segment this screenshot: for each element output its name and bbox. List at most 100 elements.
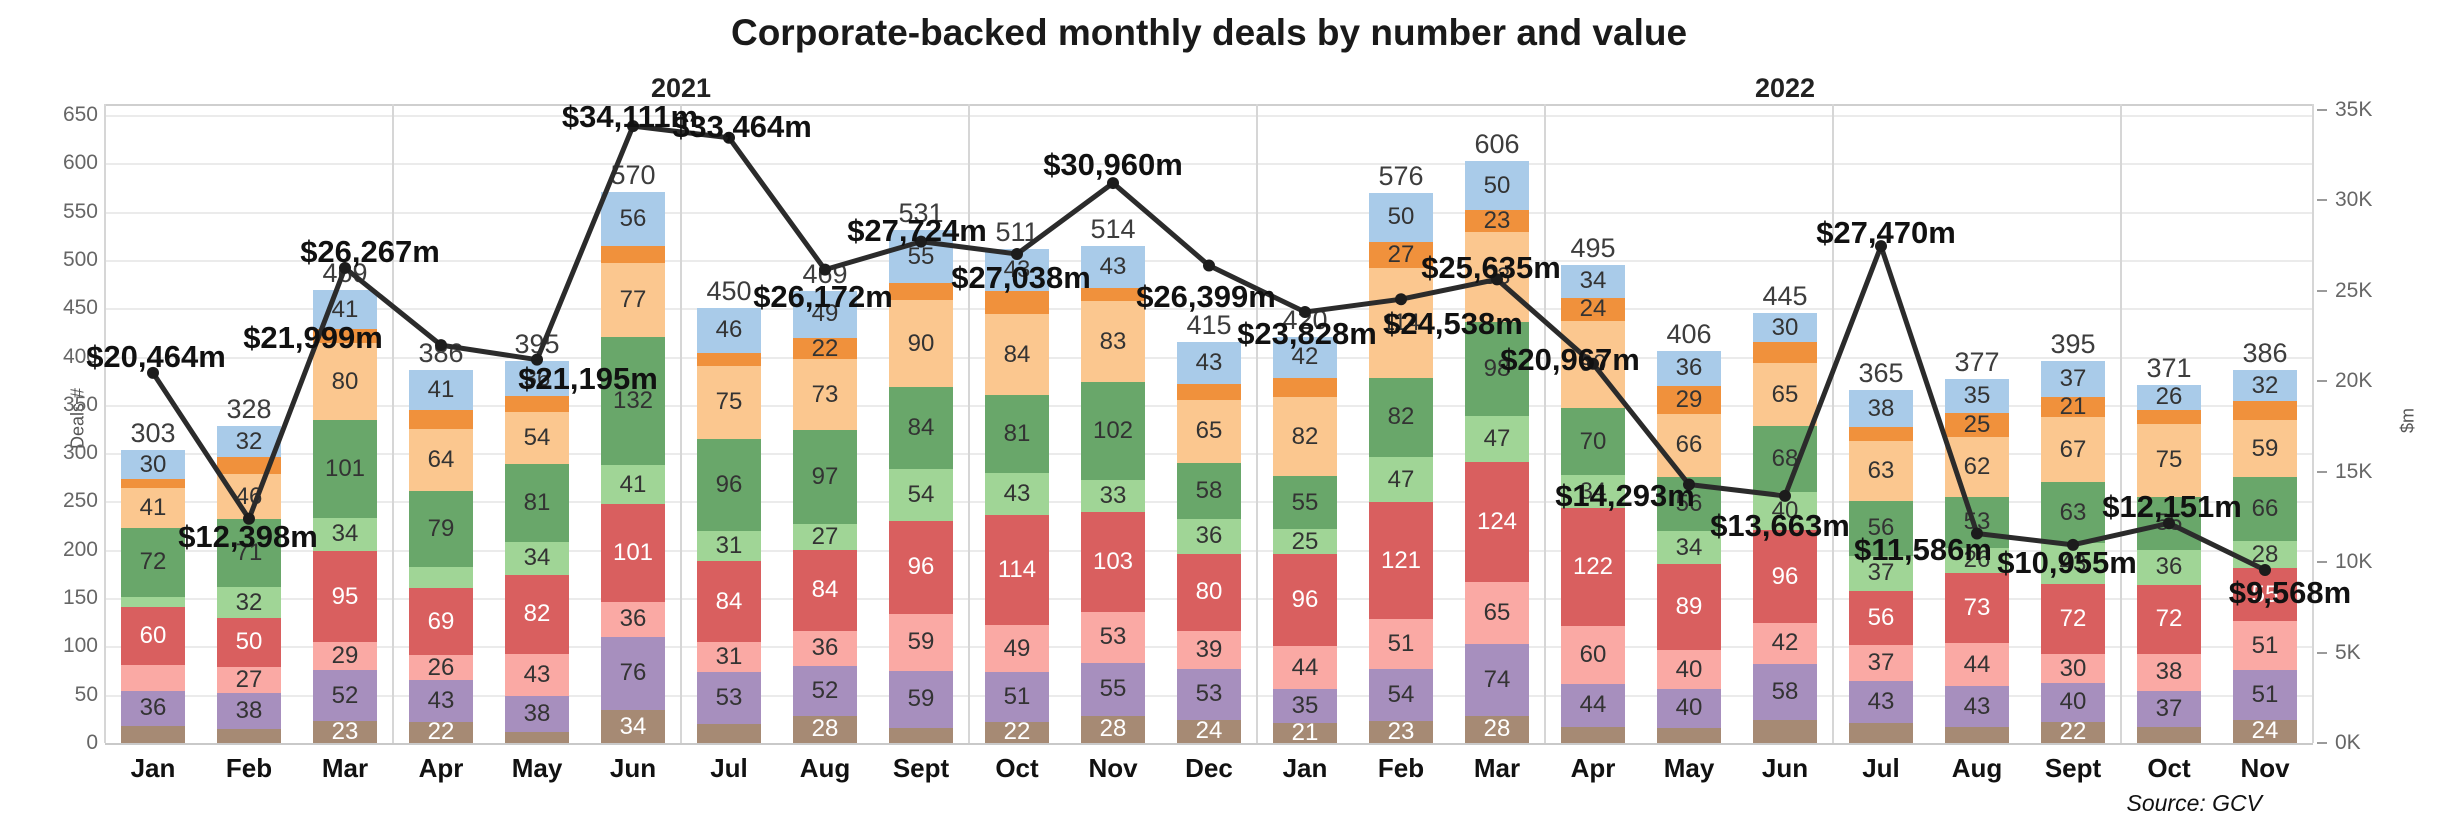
bar-segment-2021-oct-green[interactable]: 81: [985, 395, 1049, 474]
bar-segment-2022-may-purple[interactable]: 40: [1657, 688, 1721, 728]
bar-segment-2021-aug-blue[interactable]: 49: [793, 290, 857, 339]
bar-segment-2021-mar-green[interactable]: 101: [313, 420, 377, 518]
line-point-2021-feb[interactable]: [243, 512, 255, 525]
bar-segment-2022-feb-brown[interactable]: 23: [1369, 719, 1433, 743]
bar-segment-2022-may-light-green[interactable]: 34: [1657, 531, 1721, 565]
bar-segment-2021-dec-light-orange[interactable]: 65: [1177, 399, 1241, 463]
bar-segment-2022-mar-purple[interactable]: 74: [1465, 644, 1529, 716]
bar-segment-2021-jul-pink[interactable]: 31: [697, 642, 761, 673]
bar-segment-2022-oct-red[interactable]: 72: [2137, 584, 2201, 655]
line-point-2022-sept[interactable]: [2067, 538, 2079, 551]
bar-segment-2022-mar-brown[interactable]: 28: [1465, 715, 1529, 743]
bar-segment-2022-sept-blue[interactable]: 37: [2041, 361, 2105, 398]
bar-segment-2022-nov-dark-orange[interactable]: [2233, 400, 2297, 421]
bar-segment-2022-may-brown[interactable]: [1657, 727, 1721, 743]
bar-segment-2022-may-light-orange[interactable]: 66: [1657, 413, 1721, 478]
bar-segment-2021-jan-red[interactable]: 60: [121, 606, 185, 665]
bar-segment-2021-sept-brown[interactable]: [889, 727, 953, 743]
bar-segment-2021-jul-blue[interactable]: 46: [697, 308, 761, 353]
bar-segment-2022-sept-red[interactable]: 72: [2041, 584, 2105, 655]
bar-segment-2021-aug-green[interactable]: 97: [793, 429, 857, 524]
bar-segment-2022-mar-blue[interactable]: 50: [1465, 161, 1529, 210]
bar-segment-2022-feb-purple[interactable]: 54: [1369, 668, 1433, 721]
bar-segment-2021-dec-purple[interactable]: 53: [1177, 668, 1241, 720]
bar-segment-2022-may-pink[interactable]: 40: [1657, 650, 1721, 689]
bar-segment-2022-sept-light-orange[interactable]: 67: [2041, 417, 2105, 483]
bar-segment-2021-feb-red[interactable]: 50: [217, 618, 281, 667]
bar-segment-2021-may-light-green[interactable]: 34: [505, 542, 569, 575]
bar-segment-2021-jul-brown[interactable]: [697, 723, 761, 743]
bar-segment-2022-feb-dark-orange[interactable]: 27: [1369, 241, 1433, 268]
bar-segment-2022-jan-light-orange[interactable]: 82: [1273, 397, 1337, 477]
bar-segment-2021-feb-blue[interactable]: 32: [217, 426, 281, 457]
bar-segment-2022-nov-light-green[interactable]: 28: [2233, 541, 2297, 569]
bar-segment-2021-dec-dark-orange[interactable]: [1177, 383, 1241, 400]
bar-segment-2022-jul-light-green[interactable]: 37: [1849, 555, 1913, 592]
bar-segment-2021-dec-blue[interactable]: 43: [1177, 342, 1241, 384]
bar-segment-2022-jan-red[interactable]: 96: [1273, 553, 1337, 647]
bar-segment-2022-apr-green[interactable]: 70: [1561, 407, 1625, 476]
bar-segment-2021-oct-dark-orange[interactable]: [985, 290, 1049, 314]
bar-segment-2022-jan-pink[interactable]: 44: [1273, 646, 1337, 689]
bar-segment-2022-aug-pink[interactable]: 44: [1945, 643, 2009, 686]
bar-segment-2022-jun-blue[interactable]: 30: [1753, 313, 1817, 343]
bar-segment-2022-mar-pink[interactable]: 65: [1465, 581, 1529, 645]
bar-segment-2021-mar-light-green[interactable]: 34: [313, 517, 377, 551]
bar-segment-2022-oct-pink[interactable]: 38: [2137, 654, 2201, 691]
bar-segment-2021-may-pink[interactable]: 43: [505, 654, 569, 696]
bar-segment-2021-aug-dark-orange[interactable]: 22: [793, 336, 857, 360]
line-point-2021-aug[interactable]: [819, 263, 831, 276]
bar-segment-2022-aug-blue[interactable]: 35: [1945, 378, 2009, 413]
bar-segment-2021-sept-pink[interactable]: 59: [889, 613, 953, 671]
bar-segment-2021-oct-light-green[interactable]: 43: [985, 473, 1049, 515]
bar-segment-2022-jun-purple[interactable]: 58: [1753, 663, 1817, 720]
bar-segment-2021-feb-green[interactable]: 71: [217, 518, 281, 588]
bar-segment-2022-apr-brown[interactable]: [1561, 726, 1625, 743]
bar-segment-2022-sept-dark-orange[interactable]: 21: [2041, 395, 2105, 419]
bar-segment-2021-dec-light-green[interactable]: 36: [1177, 518, 1241, 554]
bar-segment-2021-nov-blue[interactable]: 43: [1081, 246, 1145, 288]
bar-segment-2022-feb-blue[interactable]: 50: [1369, 193, 1433, 242]
line-point-2021-mar[interactable]: [339, 261, 351, 274]
bar-segment-2022-jul-green[interactable]: 56: [1849, 501, 1913, 556]
line-point-2022-apr[interactable]: [1587, 357, 1599, 370]
line-point-2021-oct[interactable]: [1011, 247, 1023, 260]
bar-segment-2021-aug-light-orange[interactable]: 73: [793, 359, 857, 430]
bar-segment-2022-apr-red[interactable]: 122: [1561, 508, 1625, 627]
bar-segment-2022-nov-purple[interactable]: 51: [2233, 670, 2297, 720]
bar-segment-2022-oct-light-orange[interactable]: 75: [2137, 424, 2201, 497]
bar-segment-2021-oct-pink[interactable]: 49: [985, 625, 1049, 673]
bar-segment-2021-apr-red[interactable]: 69: [409, 588, 473, 656]
bar-segment-2022-oct-blue[interactable]: 26: [2137, 384, 2201, 410]
bar-segment-2021-sept-light-green[interactable]: 54: [889, 468, 953, 521]
bar-segment-2022-jan-purple[interactable]: 35: [1273, 688, 1337, 723]
bar-segment-2021-may-red[interactable]: 82: [505, 574, 569, 655]
line-point-2022-may[interactable]: [1683, 478, 1695, 491]
line-point-2021-apr[interactable]: [435, 339, 447, 352]
bar-segment-2022-apr-purple[interactable]: 44: [1561, 684, 1625, 727]
bar-segment-2022-jan-blue[interactable]: 42: [1273, 337, 1337, 378]
bar-segment-2021-dec-brown[interactable]: 24: [1177, 719, 1241, 743]
bar-segment-2022-nov-pink[interactable]: 51: [2233, 621, 2297, 671]
bar-segment-2022-nov-green[interactable]: 66: [2233, 477, 2297, 542]
bar-segment-2021-apr-light-green[interactable]: [409, 567, 473, 589]
bar-segment-2022-jan-green[interactable]: 55: [1273, 476, 1337, 530]
bar-segment-2022-jul-brown[interactable]: [1849, 722, 1913, 743]
bar-segment-2022-jun-light-orange[interactable]: 65: [1753, 363, 1817, 427]
bar-segment-2022-nov-blue[interactable]: 32: [2233, 370, 2297, 401]
bar-segment-2021-feb-pink[interactable]: 27: [217, 666, 281, 693]
bar-segment-2021-jan-green[interactable]: 72: [121, 527, 185, 598]
bar-segment-2022-jul-purple[interactable]: 43: [1849, 681, 1913, 723]
bar-segment-2021-nov-red[interactable]: 103: [1081, 512, 1145, 612]
bar-segment-2021-oct-purple[interactable]: 51: [985, 672, 1049, 722]
bar-segment-2021-mar-red[interactable]: 95: [313, 550, 377, 643]
bar-segment-2021-aug-purple[interactable]: 52: [793, 665, 857, 716]
line-point-2021-jan[interactable]: [147, 366, 159, 379]
bar-segment-2021-jul-purple[interactable]: 53: [697, 672, 761, 724]
bar-segment-2022-nov-red[interactable]: 55: [2233, 568, 2297, 622]
bar-segment-2021-jun-dark-orange[interactable]: [601, 246, 665, 263]
bar-segment-2021-oct-brown[interactable]: 22: [985, 720, 1049, 744]
bar-segment-2021-jun-light-green[interactable]: 41: [601, 464, 665, 505]
bar-segment-2021-aug-light-green[interactable]: 27: [793, 523, 857, 550]
bar-segment-2021-sept-red[interactable]: 96: [889, 520, 953, 614]
